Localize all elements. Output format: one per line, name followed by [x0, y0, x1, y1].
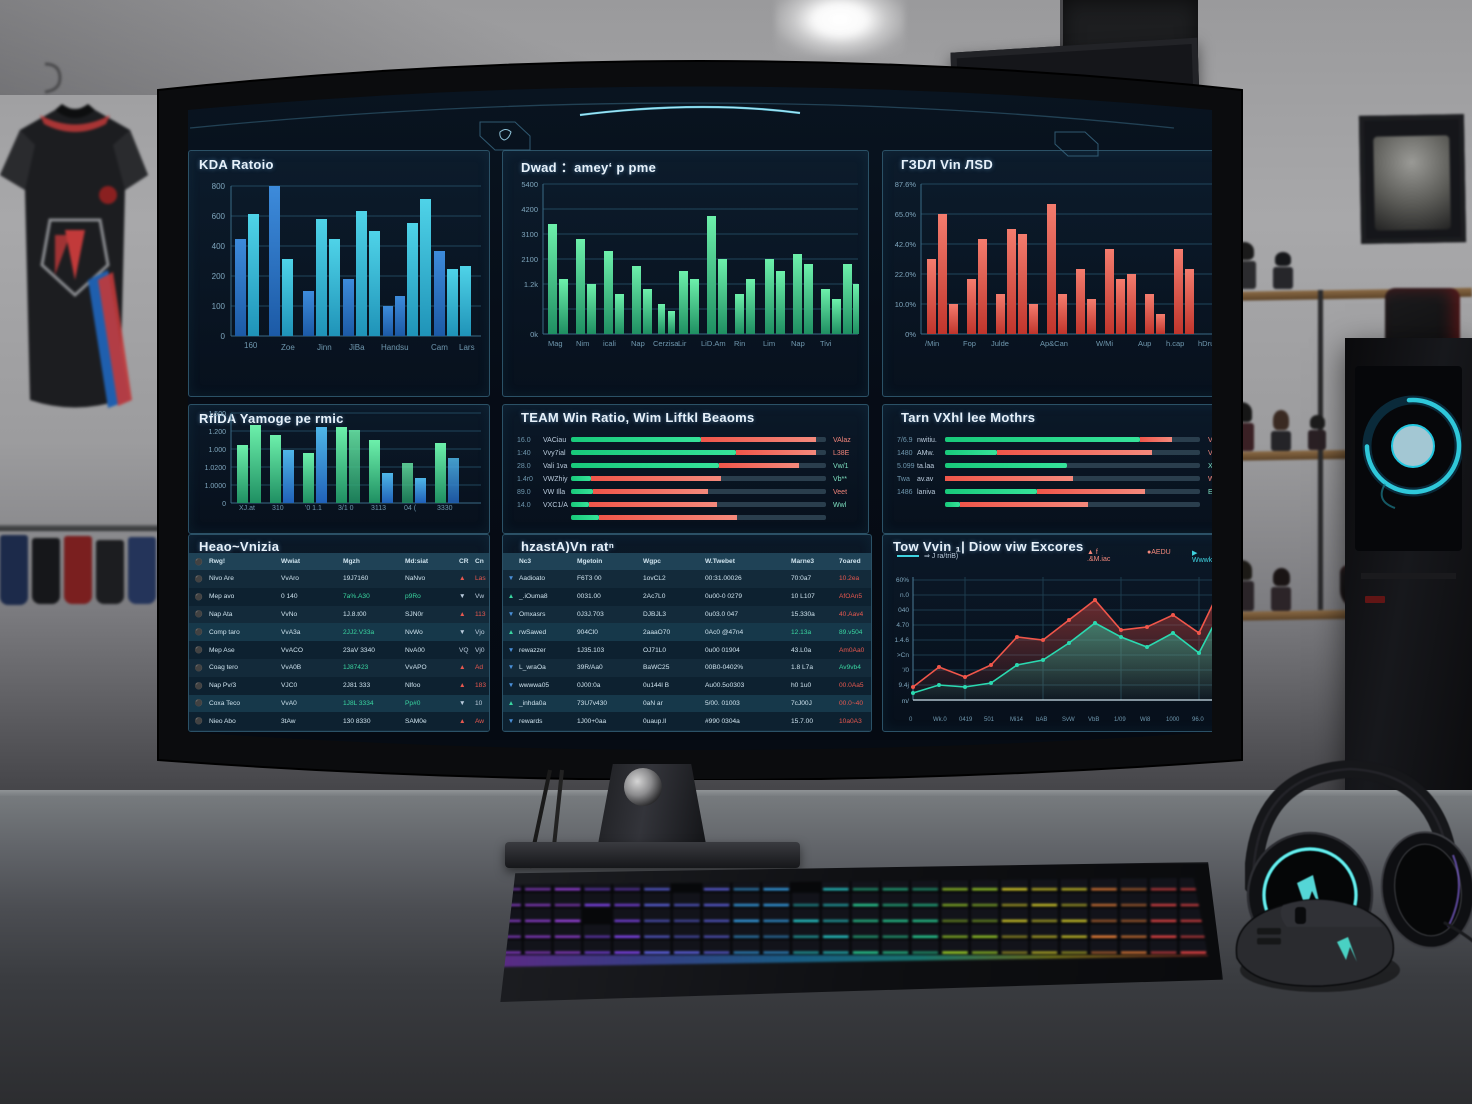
- svg-text:>Cn: >Cn: [897, 652, 909, 659]
- svg-text:87.6%: 87.6%: [895, 180, 917, 189]
- svg-text:1.200: 1.200: [208, 429, 226, 436]
- svg-text:4200: 4200: [521, 205, 538, 214]
- svg-text:1.500: 1.500: [208, 411, 226, 418]
- svg-text:22.0%: 22.0%: [895, 270, 917, 279]
- svg-text:1.000: 1.000: [208, 447, 226, 454]
- svg-text:2100: 2100: [521, 255, 538, 264]
- svg-text:200: 200: [212, 272, 226, 281]
- svg-text:4.70: 4.70: [896, 622, 909, 629]
- svg-text:65.0%: 65.0%: [895, 210, 917, 219]
- svg-text:m/: m/: [902, 698, 909, 705]
- svg-text:600: 600: [212, 212, 226, 221]
- svg-text:'/0: '/0: [902, 667, 909, 674]
- svg-text:400: 400: [212, 242, 226, 251]
- svg-text:5400: 5400: [521, 180, 538, 189]
- svg-text:800: 800: [212, 182, 226, 191]
- svg-text:1.4.6: 1.4.6: [895, 637, 910, 644]
- svg-text:1.0000: 1.0000: [205, 483, 227, 490]
- svg-text:040: 040: [898, 607, 909, 614]
- svg-text:100: 100: [212, 302, 226, 311]
- svg-text:42.0%: 42.0%: [895, 240, 917, 249]
- svg-text:10.0%: 10.0%: [895, 300, 917, 309]
- svg-text:0: 0: [222, 501, 226, 508]
- svg-text:1.0200: 1.0200: [205, 465, 227, 472]
- svg-text:3100: 3100: [521, 230, 538, 239]
- svg-text:n.0: n.0: [900, 592, 909, 599]
- svg-text:0: 0: [221, 332, 226, 341]
- svg-text:0%: 0%: [905, 330, 916, 339]
- svg-text:60%: 60%: [896, 577, 909, 584]
- svg-text:9.4j: 9.4j: [899, 682, 909, 689]
- svg-text:0k: 0k: [530, 330, 538, 339]
- svg-text:1.2k: 1.2k: [524, 280, 538, 289]
